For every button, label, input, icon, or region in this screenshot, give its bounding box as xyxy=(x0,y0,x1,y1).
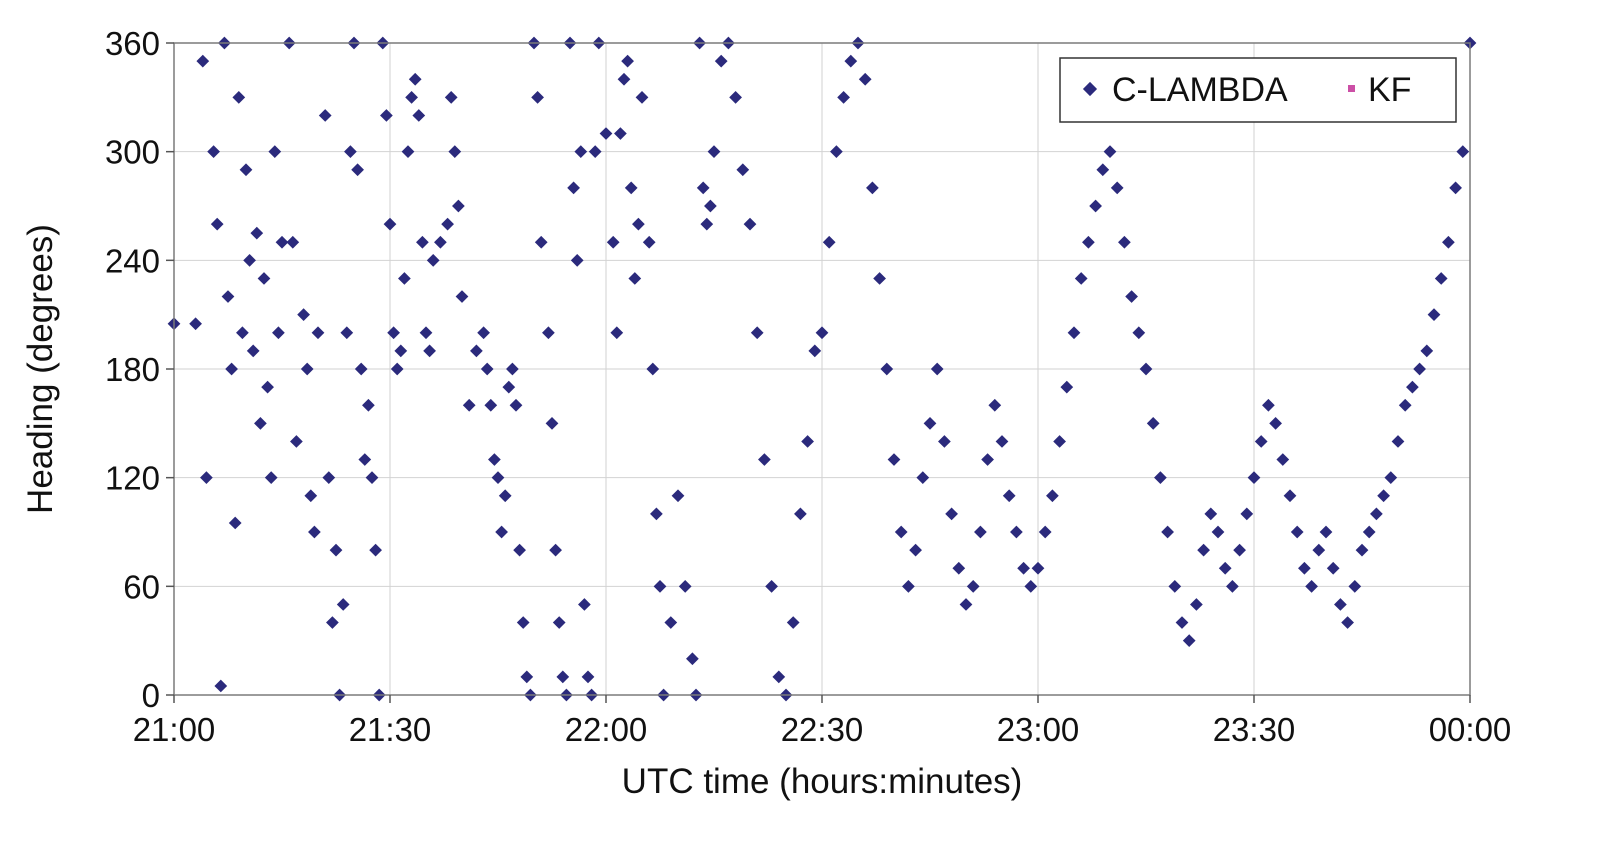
legend-marker-kf xyxy=(1348,85,1355,92)
c-lambda-point xyxy=(462,398,476,412)
c-lambda-point xyxy=(257,272,271,285)
c-lambda-point xyxy=(401,145,415,159)
c-lambda-point xyxy=(344,145,357,159)
c-lambda-point xyxy=(261,380,274,394)
c-lambda-point xyxy=(351,163,364,177)
x-tick-label-4: 23:00 xyxy=(997,711,1080,748)
c-lambda-point xyxy=(480,362,494,376)
c-lambda-point xyxy=(398,272,411,285)
c-lambda-point xyxy=(491,471,505,485)
c-lambda-point xyxy=(441,217,454,231)
y-tick-label-3: 180 xyxy=(105,351,160,388)
x-tick-label-6: 00:00 xyxy=(1429,711,1512,748)
y-axis-ticks: 0 60 120 180 240 300 360 xyxy=(105,25,174,714)
c-lambda-point xyxy=(1240,507,1254,521)
c-lambda-point xyxy=(484,398,498,412)
c-lambda-point xyxy=(275,235,289,249)
c-lambda-point xyxy=(246,344,260,358)
c-lambda-point xyxy=(387,326,400,340)
c-lambda-point xyxy=(423,344,436,358)
c-lambda-point xyxy=(286,235,300,249)
c-lambda-point xyxy=(452,199,465,213)
c-lambda-point xyxy=(444,90,458,104)
legend-label-kf: KF xyxy=(1368,71,1411,109)
c-lambda-point xyxy=(506,362,519,376)
c-lambda-point xyxy=(570,253,584,267)
c-lambda-point xyxy=(502,380,516,394)
c-lambda-point xyxy=(354,362,368,376)
legend-box xyxy=(1059,57,1457,123)
c-lambda-point xyxy=(477,326,490,340)
y-axis-title: Heading (degrees) xyxy=(21,224,60,514)
c-lambda-point xyxy=(254,416,267,430)
c-lambda-point xyxy=(362,398,375,412)
y-tick-label-6: 360 xyxy=(105,25,160,62)
c-lambda-point xyxy=(488,453,501,466)
x-axis-title: UTC time (hours:minutes) xyxy=(622,762,1023,801)
x-tick-label-2: 22:00 xyxy=(565,711,648,748)
c-lambda-point xyxy=(200,471,213,485)
c-lambda-point xyxy=(945,507,958,521)
c-lambda-point xyxy=(340,326,354,340)
c-lambda-point xyxy=(225,362,238,376)
c-lambda-point xyxy=(419,326,433,340)
y-tick-label-5: 300 xyxy=(105,134,160,171)
c-lambda-point xyxy=(498,489,512,503)
c-lambda-point xyxy=(196,54,210,68)
c-lambda-point xyxy=(416,235,429,249)
x-tick-label-0: 21:00 xyxy=(133,711,216,748)
c-lambda-point xyxy=(268,145,282,159)
c-lambda-point xyxy=(221,290,235,303)
c-lambda-point xyxy=(380,109,393,122)
c-lambda-point xyxy=(311,326,325,340)
c-lambda-point xyxy=(239,163,253,177)
c-lambda-point xyxy=(408,72,422,86)
c-lambda-point xyxy=(434,235,447,249)
c-lambda-point xyxy=(455,290,469,303)
c-lambda-point xyxy=(207,145,220,159)
legend-label-c-lambda: C-LAMBDA xyxy=(1112,71,1288,109)
c-lambda-point xyxy=(794,507,807,521)
c-lambda-point xyxy=(448,145,462,159)
c-lambda-point xyxy=(272,326,285,340)
c-lambda-point xyxy=(390,362,404,376)
c-lambda-point xyxy=(322,471,336,485)
y-tick-label-1: 60 xyxy=(123,568,160,605)
c-lambda-point xyxy=(189,317,202,331)
y-tick-label-4: 240 xyxy=(105,242,160,279)
c-lambda-point xyxy=(1204,507,1218,521)
c-lambda-point xyxy=(264,471,278,485)
c-lambda-point xyxy=(236,326,249,340)
c-lambda-point xyxy=(300,362,314,376)
c-lambda-point xyxy=(412,109,426,122)
c-lambda-point xyxy=(297,308,310,322)
c-lambda-point xyxy=(304,489,318,503)
c-lambda-point xyxy=(318,109,332,122)
c-lambda-point xyxy=(394,344,408,358)
x-tick-label-5: 23:30 xyxy=(1213,711,1296,748)
x-tick-label-3: 22:30 xyxy=(781,711,864,748)
c-lambda-point xyxy=(405,90,418,104)
y-tick-label-2: 120 xyxy=(105,460,160,497)
y-tick-label-0: 0 xyxy=(142,677,160,714)
x-axis-ticks: 21:00 21:30 22:00 22:30 23:00 23:30 00:00 xyxy=(133,695,1512,748)
c-lambda-point xyxy=(232,90,246,104)
c-lambda-point xyxy=(650,507,663,521)
c-lambda-point xyxy=(358,453,372,466)
c-lambda-point xyxy=(383,217,397,231)
c-lambda-point xyxy=(210,217,224,231)
c-lambda-point xyxy=(470,344,483,358)
legend: C-LAMBDA KF xyxy=(1059,57,1457,123)
c-lambda-point xyxy=(290,435,303,448)
c-lambda-point xyxy=(365,471,379,485)
x-tick-label-1: 21:30 xyxy=(349,711,432,748)
c-lambda-point xyxy=(1370,507,1383,521)
legend-marker-c-lambda xyxy=(1082,81,1098,97)
